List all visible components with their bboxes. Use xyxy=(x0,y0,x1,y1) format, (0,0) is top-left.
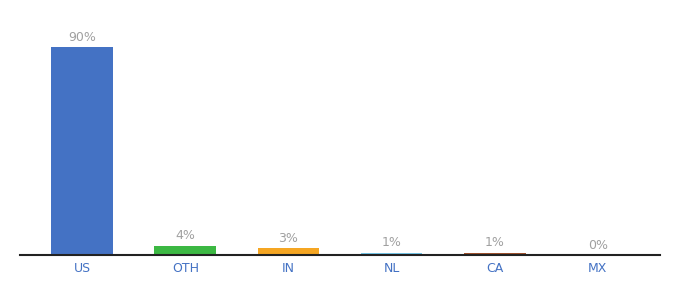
Bar xyxy=(360,253,422,255)
Text: 3%: 3% xyxy=(279,232,299,244)
Text: 90%: 90% xyxy=(68,31,96,44)
Bar xyxy=(464,253,526,255)
Bar xyxy=(51,47,113,255)
Text: 0%: 0% xyxy=(588,238,608,251)
Text: 4%: 4% xyxy=(175,229,195,242)
Text: 1%: 1% xyxy=(485,236,505,249)
Bar xyxy=(258,248,320,255)
Bar xyxy=(154,246,216,255)
Text: 1%: 1% xyxy=(381,236,401,249)
